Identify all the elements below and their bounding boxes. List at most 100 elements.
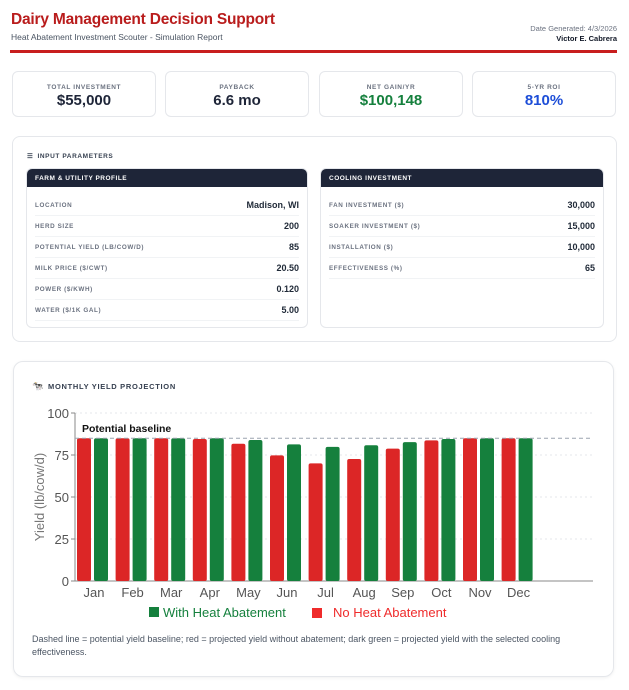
legend-label-no-abatement: No Heat Abatement — [333, 605, 447, 620]
cooling-investment-title: COOLING INVESTMENT — [321, 169, 603, 187]
y-tick-label: 25 — [55, 532, 69, 547]
legend-swatch-with-abatement — [149, 607, 159, 617]
param-row: EFFECTIVENESS (%) 65 — [329, 258, 595, 279]
legend-swatch-no-abatement — [312, 608, 322, 618]
bar-no-abatement — [270, 455, 284, 581]
bar-with-abatement — [402, 442, 417, 581]
chart-note: Dashed line = potential yield baseline; … — [32, 634, 561, 657]
param-value: 30,000 — [567, 200, 595, 210]
kpi-label: NET GAIN/YR — [366, 84, 416, 91]
kpi-value: 810% — [524, 92, 564, 109]
param-label: INSTALLATION ($) — [329, 244, 394, 251]
bar-with-abatement — [132, 438, 147, 581]
param-value: 65 — [584, 263, 595, 273]
bar-with-abatement — [325, 446, 340, 581]
bar-with-abatement — [287, 444, 301, 581]
chart-title: MONTHLY YIELD PROJECTION — [48, 382, 176, 391]
param-row: MILK PRICE ($/CWT) 20.50 — [35, 258, 299, 279]
param-label: EFFECTIVENESS (%) — [329, 265, 403, 272]
baseline-label: Potential baseline — [82, 423, 171, 435]
param-label: LOCATION — [35, 202, 73, 209]
param-label: WATER ($/1K GAL) — [35, 307, 102, 314]
kpi-payback: PAYBACK 6.6 mo — [165, 71, 309, 117]
bar-no-abatement — [77, 438, 91, 581]
param-label: MILK PRICE ($/CWT) — [35, 265, 108, 272]
param-label: HERD SIZE — [35, 223, 74, 230]
list-icon: ☰ — [27, 153, 34, 160]
bar-no-abatement — [192, 439, 207, 581]
kpi-value: 6.6 mo — [213, 92, 261, 109]
header-divider — [10, 50, 617, 53]
param-row: WATER ($/1K GAL) 5.00 — [35, 300, 299, 321]
y-tick-label: 75 — [55, 448, 69, 463]
param-row: INSTALLATION ($) 10,000 — [329, 237, 595, 258]
x-tick-label: May — [236, 585, 261, 600]
x-tick-label: Aug — [353, 585, 376, 600]
param-label: POWER ($/KWH) — [35, 286, 93, 293]
bar-with-abatement — [209, 438, 224, 581]
param-label: SOAKER INVESTMENT ($) — [329, 223, 421, 230]
legend-label-with-abatement: With Heat Abatement — [163, 605, 286, 620]
farm-profile-title: FARM & UTILITY PROFILE — [27, 169, 307, 187]
x-tick-label: Jun — [277, 585, 298, 600]
param-label: FAN INVESTMENT ($) — [329, 202, 405, 209]
param-value: 200 — [283, 221, 299, 231]
bar-no-abatement — [347, 459, 362, 581]
bar-with-abatement — [94, 438, 108, 581]
kpi-value: $55,000 — [56, 92, 112, 109]
bar-no-abatement — [308, 463, 323, 581]
param-value: 85 — [288, 242, 299, 252]
y-axis-label: Yield (lb/cow/d) — [32, 453, 47, 541]
x-tick-label: Feb — [121, 585, 143, 600]
x-tick-label: Sep — [391, 585, 414, 600]
param-value: 0.120 — [276, 284, 299, 294]
param-row: POTENTIAL YIELD (LB/COW/D) 85 — [35, 237, 299, 258]
kpi-roi: 5-YR ROI 810% — [472, 71, 616, 117]
y-tick-label: 100 — [47, 406, 69, 421]
kpi-label: TOTAL INVESTMENT — [46, 84, 122, 91]
param-value: Madison, WI — [246, 200, 300, 210]
bar-with-abatement — [248, 440, 263, 581]
bar-with-abatement — [171, 438, 186, 581]
kpi-net-gain: NET GAIN/YR $100,148 — [319, 71, 463, 117]
kpi-label: PAYBACK — [219, 84, 255, 91]
x-tick-label: Mar — [160, 585, 183, 600]
x-tick-label: Apr — [200, 585, 221, 600]
input-parameters-heading: ☰ INPUT PARAMETERS — [27, 152, 113, 160]
kpi-total-investment: TOTAL INVESTMENT $55,000 — [12, 71, 156, 117]
param-row: FAN INVESTMENT ($) 30,000 — [329, 195, 595, 216]
bar-no-abatement — [463, 438, 477, 581]
param-label: POTENTIAL YIELD (LB/COW/D) — [35, 244, 145, 251]
param-value: 15,000 — [567, 221, 595, 231]
bar-no-abatement — [154, 438, 169, 581]
bar-no-abatement — [501, 438, 516, 581]
bar-no-abatement — [115, 438, 130, 581]
farm-profile-card: FARM & UTILITY PROFILE LOCATION Madison, … — [26, 168, 308, 328]
bar-with-abatement — [518, 438, 533, 581]
yield-chart: 0 25 50 75 100 Yield (lb/cow/d) Jan Feb Mar Apr Ma… — [32, 406, 593, 620]
author-name: Victor E. Cabrera — [556, 34, 617, 43]
bar-no-abatement — [231, 443, 246, 581]
bar-with-abatement — [364, 445, 379, 581]
bar-with-abatement — [480, 438, 494, 581]
kpi-value: $100,148 — [359, 92, 423, 109]
param-value: 10,000 — [567, 242, 595, 252]
param-row: LOCATION Madison, WI — [35, 195, 299, 216]
param-row: POWER ($/KWH) 0.120 — [35, 279, 299, 300]
x-tick-label: Dec — [507, 585, 531, 600]
y-tick-label: 0 — [62, 574, 69, 589]
page-subtitle: Heat Abatement Investment Scouter - Simu… — [11, 32, 223, 42]
input-parameters-panel: ☰ INPUT PARAMETERS FARM & UTILITY PROFILE… — [12, 136, 617, 342]
param-value: 20.50 — [276, 263, 299, 273]
cow-icon: 🐄 — [32, 381, 44, 391]
page-title: Dairy Management Decision Support — [11, 11, 275, 28]
bar-no-abatement — [385, 448, 400, 581]
x-tick-label: Oct — [431, 585, 452, 600]
kpi-label: 5-YR ROI — [527, 84, 561, 91]
date-generated: Date Generated: 4/3/2026 — [530, 24, 617, 33]
x-tick-label: Jul — [317, 585, 334, 600]
param-row: HERD SIZE 200 — [35, 216, 299, 237]
cooling-investment-card: COOLING INVESTMENT FAN INVESTMENT ($) 30,… — [320, 168, 604, 328]
input-parameters-title: INPUT PARAMETERS — [37, 153, 114, 160]
x-tick-label: Nov — [468, 585, 492, 600]
